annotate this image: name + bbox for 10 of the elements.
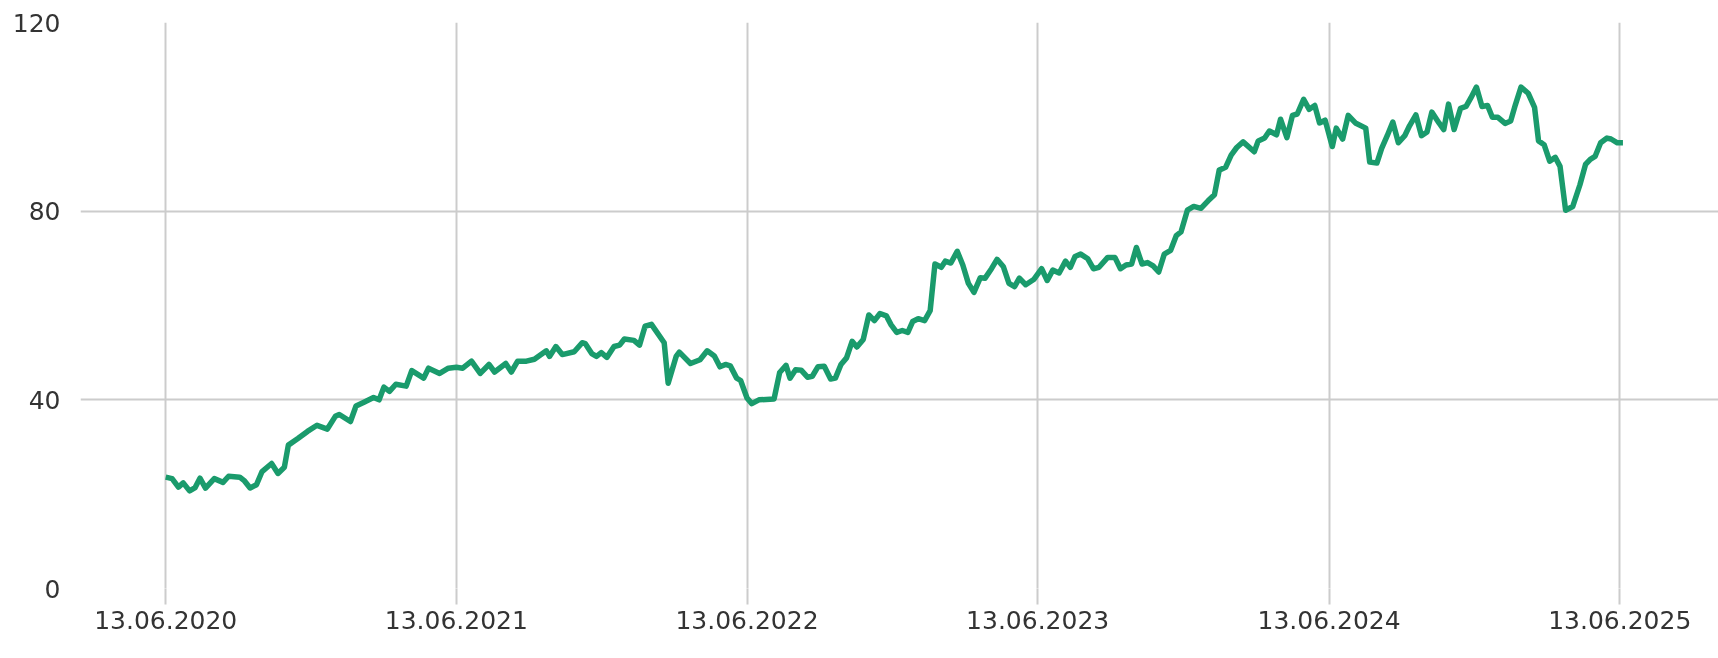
x-tick-label: 13.06.2020 bbox=[94, 605, 238, 635]
x-tick-label: 13.06.2024 bbox=[1257, 605, 1401, 635]
x-tick-label: 13.06.2025 bbox=[1548, 605, 1692, 635]
y-tick-label: 0 bbox=[44, 574, 61, 604]
x-tick-label: 13.06.2023 bbox=[966, 605, 1110, 635]
y-tick-label: 120 bbox=[12, 8, 61, 38]
x-tick-label: 13.06.2021 bbox=[384, 605, 528, 635]
y-tick-label: 40 bbox=[28, 385, 61, 415]
x-tick-label: 13.06.2022 bbox=[675, 605, 819, 635]
y-tick-label: 80 bbox=[28, 197, 61, 227]
